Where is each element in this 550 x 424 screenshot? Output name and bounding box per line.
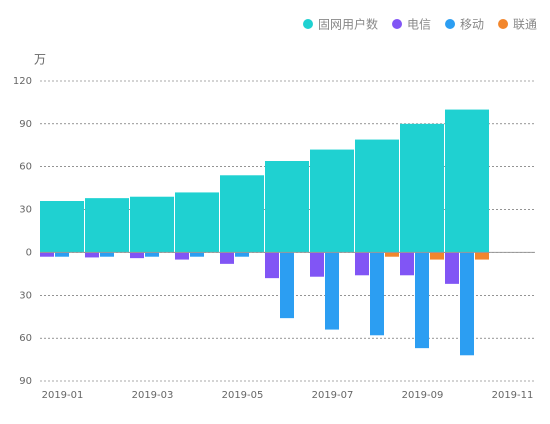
bar — [370, 252, 384, 336]
bar — [100, 252, 114, 257]
x-tick-label: 2019-01 — [42, 390, 84, 401]
bar — [355, 252, 369, 276]
y-tick-label: 30 — [19, 205, 32, 216]
bar — [220, 175, 264, 253]
bar — [355, 139, 399, 253]
bar — [265, 161, 309, 253]
x-tick-label: 2019-03 — [132, 390, 174, 401]
bar — [85, 198, 129, 253]
bar — [280, 252, 294, 319]
bar — [145, 252, 159, 257]
bar — [400, 123, 444, 253]
y-tick-label: 0 — [26, 247, 32, 258]
bar — [265, 252, 279, 279]
bar — [445, 252, 459, 284]
bar — [190, 252, 204, 257]
legend-marker — [445, 19, 456, 29]
bar — [175, 192, 219, 253]
bar — [40, 252, 54, 257]
legend-label: 固网用户数 — [318, 17, 378, 32]
legend: 固网用户数 电信 移动 联通 — [303, 17, 537, 32]
bar — [85, 252, 99, 258]
x-tick-label: 2019-09 — [402, 390, 444, 401]
bar — [415, 252, 429, 349]
bar — [235, 252, 249, 257]
bar — [385, 252, 399, 257]
bar — [475, 252, 489, 260]
bar — [40, 201, 84, 253]
bar — [220, 252, 234, 264]
bar — [400, 252, 414, 276]
bar — [130, 252, 144, 259]
bar — [325, 252, 339, 330]
legend-marker — [303, 19, 313, 29]
bar — [130, 196, 174, 253]
bar — [310, 149, 354, 253]
x-tick-label: 2019-05 — [222, 390, 264, 401]
y-tick-label: 60 — [19, 333, 32, 344]
unit-label: 万 — [34, 53, 46, 67]
y-tick-label: 90 — [19, 119, 32, 130]
legend-marker — [392, 19, 403, 29]
y-tick-label: 90 — [19, 376, 32, 387]
bar — [460, 252, 474, 356]
bar — [445, 109, 489, 253]
bar — [430, 252, 444, 260]
legend-marker — [498, 19, 509, 29]
y-tick-label: 30 — [19, 290, 32, 301]
legend-label: 联通 — [513, 18, 537, 32]
bar — [55, 252, 69, 257]
x-tick-label: 2019-11 — [492, 390, 534, 401]
y-tick-label: 60 — [19, 162, 32, 173]
x-tick-label: 2019-07 — [312, 390, 354, 401]
legend-label: 电信 — [407, 18, 431, 32]
bar — [310, 252, 324, 277]
bar — [175, 252, 189, 260]
legend-label: 移动 — [460, 18, 484, 32]
y-tick-label: 120 — [13, 76, 32, 87]
